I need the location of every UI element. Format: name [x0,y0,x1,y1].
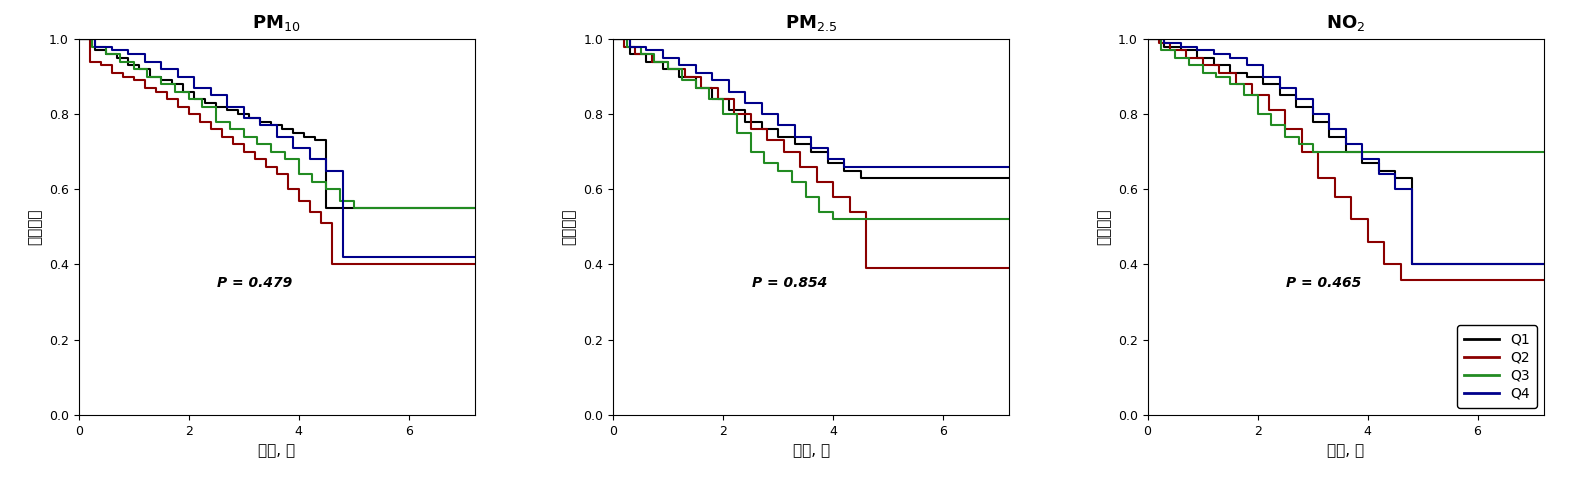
X-axis label: 기간, 연: 기간, 연 [1328,443,1364,458]
Y-axis label: 생존확률: 생존확률 [27,209,43,245]
Text: P = 0.854: P = 0.854 [751,276,827,290]
Title: PM$_{2.5}$: PM$_{2.5}$ [784,13,838,33]
Y-axis label: 생존확률: 생존확률 [1096,209,1110,245]
Text: P = 0.479: P = 0.479 [217,276,293,290]
X-axis label: 기간, 연: 기간, 연 [258,443,295,458]
Y-axis label: 생존확률: 생존확률 [562,209,576,245]
Title: NO$_2$: NO$_2$ [1326,13,1366,33]
Legend: Q1, Q2, Q3, Q4: Q1, Q2, Q3, Q4 [1457,325,1537,408]
Title: PM$_{10}$: PM$_{10}$ [252,13,301,33]
Text: P = 0.465: P = 0.465 [1287,276,1361,290]
X-axis label: 기간, 연: 기간, 연 [792,443,830,458]
